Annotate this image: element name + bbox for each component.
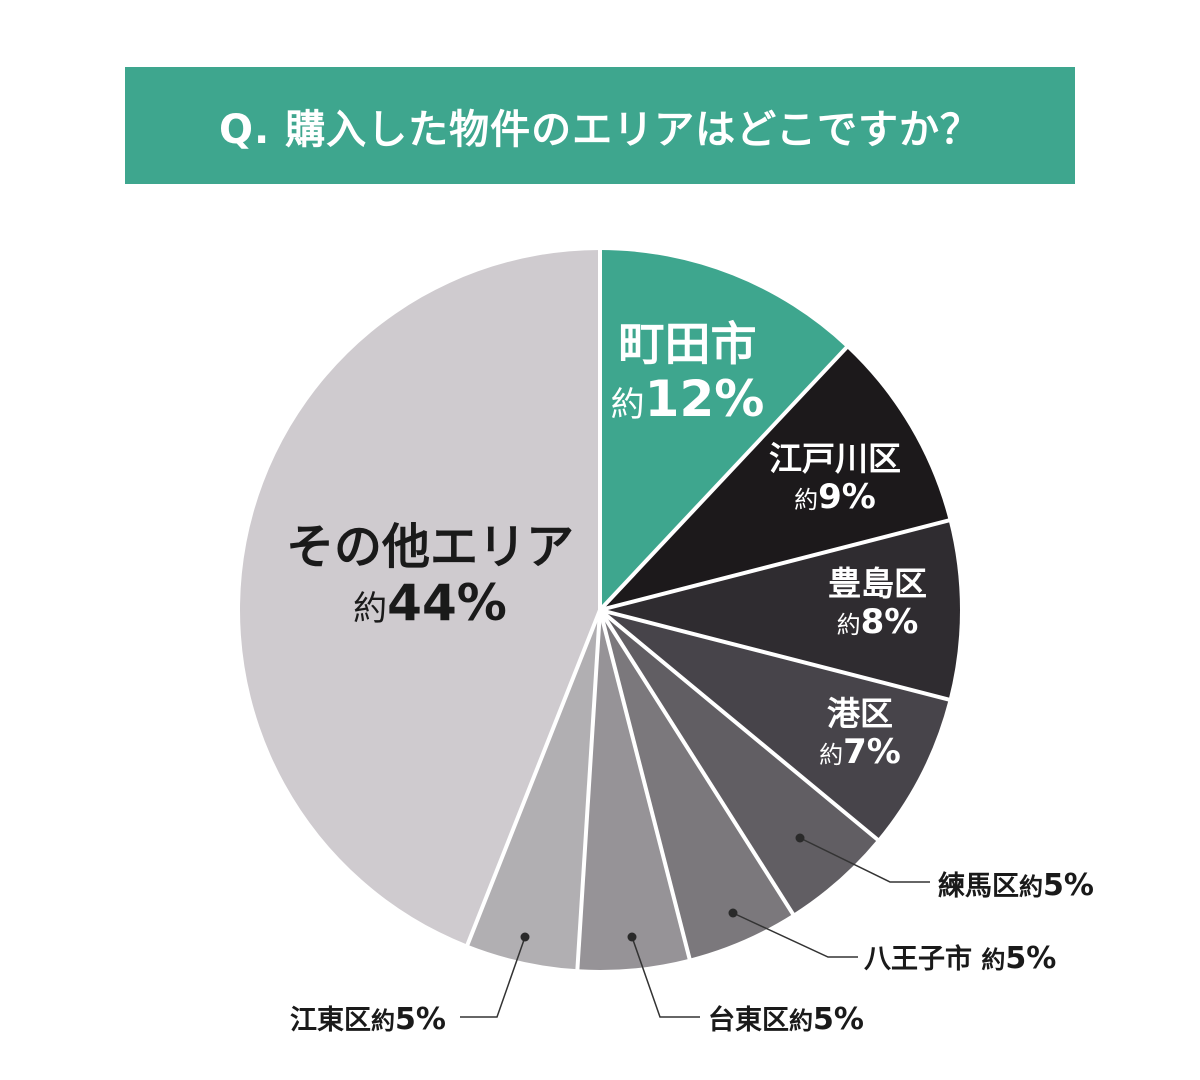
percent-value: 5% bbox=[1043, 868, 1094, 903]
pie-slice bbox=[577, 610, 690, 970]
question-title: Q. 購入した物件のエリアはどこですか？ bbox=[219, 106, 981, 153]
label-nerima-name: 練馬区 bbox=[938, 871, 1019, 902]
approx-prefix: 約 bbox=[1019, 873, 1043, 901]
leader-line bbox=[631, 936, 700, 1018]
label-koto: 江東区約5% bbox=[290, 998, 446, 1037]
label-other-value-row: 約44% bbox=[265, 574, 595, 633]
approx-prefix: 約 bbox=[353, 589, 388, 630]
slice-separator bbox=[599, 518, 952, 612]
percent-value: 5% bbox=[395, 1002, 446, 1037]
slice-separator bbox=[598, 608, 881, 843]
approx-prefix: 約 bbox=[836, 610, 861, 639]
label-toshima-value-row: 約8% bbox=[815, 601, 940, 642]
label-hachioji: 八王子市 約5% bbox=[864, 937, 1056, 976]
label-nerima: 練馬区約5% bbox=[938, 864, 1094, 903]
label-toshima-name: 豊島区 bbox=[828, 564, 927, 603]
label-hachioji-name: 八王子市 bbox=[864, 944, 972, 975]
label-minato-value-row: 約7% bbox=[810, 731, 910, 772]
question-title-banner: Q. 購入した物件のエリアはどこですか？ bbox=[125, 67, 1075, 184]
label-edogawa: 江戸川区 約9% bbox=[760, 440, 910, 517]
slice-separator bbox=[599, 608, 952, 702]
percent-value: 12% bbox=[644, 369, 765, 428]
leader-line bbox=[732, 912, 858, 958]
percent-value: 5% bbox=[1005, 941, 1057, 976]
label-machida: 町田市 約12% bbox=[605, 318, 770, 428]
label-taito-name: 台東区 bbox=[708, 1005, 789, 1036]
label-taito: 台東区約5% bbox=[708, 998, 864, 1037]
label-minato: 港区 約7% bbox=[810, 695, 910, 772]
pie-slice bbox=[600, 520, 961, 700]
pie-slice bbox=[600, 250, 847, 610]
leader-line bbox=[460, 936, 526, 1018]
pie-slice bbox=[600, 610, 793, 959]
approx-prefix: 約 bbox=[794, 485, 819, 514]
approx-prefix: 約 bbox=[610, 384, 645, 425]
percent-value: 9% bbox=[818, 476, 876, 517]
label-other-name: その他エリア bbox=[285, 519, 574, 575]
leader-dot bbox=[520, 932, 530, 942]
percent-value: 7% bbox=[843, 731, 901, 772]
approx-prefix: 約 bbox=[789, 1007, 813, 1035]
slice-separator bbox=[598, 608, 796, 917]
label-toshima: 豊島区 約8% bbox=[815, 565, 940, 642]
approx-prefix: 約 bbox=[371, 1007, 395, 1035]
leader-dot bbox=[627, 932, 637, 942]
label-edogawa-name: 江戸川区 bbox=[769, 439, 901, 478]
pie-slice bbox=[600, 347, 949, 610]
leader-dot bbox=[795, 833, 805, 843]
label-other: その他エリア 約44% bbox=[265, 519, 595, 633]
label-koto-name: 江東区 bbox=[290, 1005, 371, 1036]
percent-value: 5% bbox=[813, 1002, 864, 1037]
label-minato-name: 港区 bbox=[827, 694, 893, 733]
label-machida-value-row: 約12% bbox=[605, 369, 770, 429]
approx-prefix: 約 bbox=[819, 740, 844, 769]
pie-slice bbox=[239, 250, 600, 945]
slice-separator bbox=[464, 609, 602, 948]
leader-line bbox=[799, 837, 930, 883]
percent-value: 44% bbox=[387, 574, 507, 633]
label-machida-name: 町田市 bbox=[618, 317, 757, 371]
approx-prefix: 約 bbox=[981, 946, 1006, 974]
slice-separator bbox=[575, 609, 602, 972]
pie-slice bbox=[600, 610, 949, 840]
pie-slice bbox=[600, 610, 878, 914]
slice-separator bbox=[598, 609, 692, 962]
label-edogawa-value-row: 約9% bbox=[760, 476, 910, 517]
slice-separator bbox=[598, 344, 850, 612]
pie-slice bbox=[467, 610, 600, 970]
percent-value: 8% bbox=[860, 601, 919, 642]
leader-dot bbox=[728, 908, 738, 918]
